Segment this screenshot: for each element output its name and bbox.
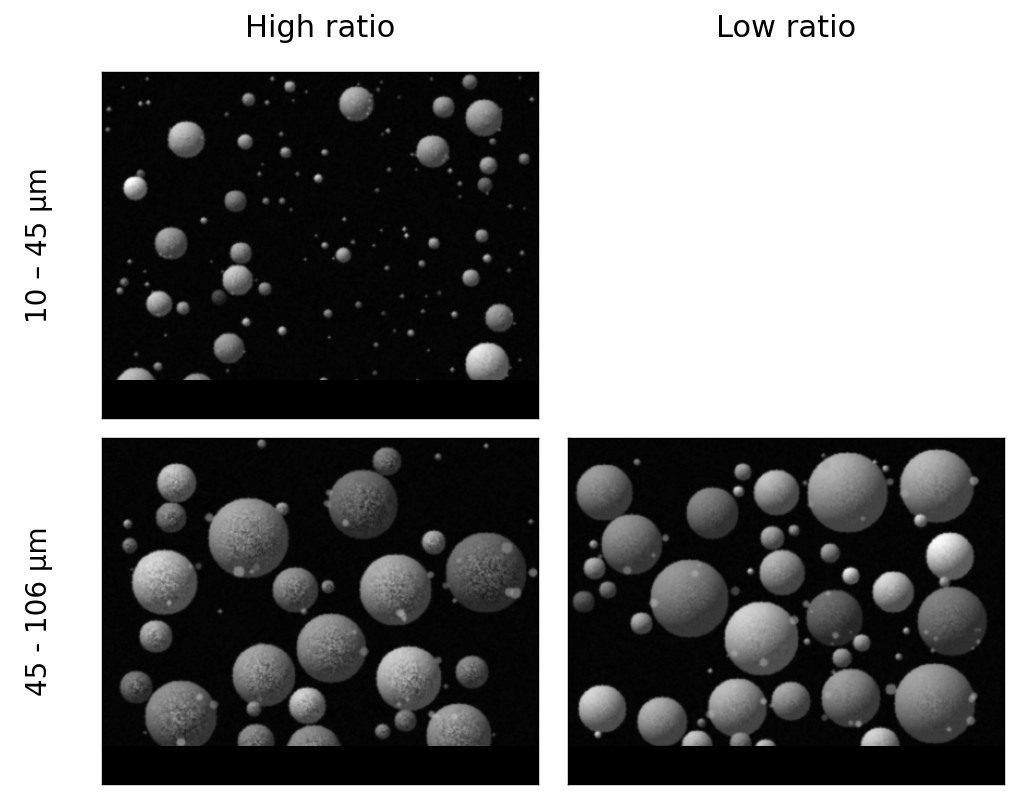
Text: 100 μm: 100 μm [313, 747, 348, 757]
Text: 50 μm: 50 μm [316, 381, 345, 391]
Text: 45 - 106 μm: 45 - 106 μm [25, 526, 53, 696]
Text: 250x: 250x [112, 760, 134, 770]
Text: Magn: Magn [112, 381, 134, 391]
Text: 100 μm: 100 μm [779, 747, 814, 757]
Text: Magn: Magn [112, 747, 134, 757]
Text: 10 – 45 μm: 10 – 45 μm [25, 167, 53, 323]
Text: 400x: 400x [577, 760, 600, 770]
Text: High ratio: High ratio [245, 14, 395, 43]
Text: Magn: Magn [577, 747, 600, 757]
Text: Low ratio: Low ratio [716, 14, 856, 43]
Text: 800x: 800x [112, 394, 134, 404]
